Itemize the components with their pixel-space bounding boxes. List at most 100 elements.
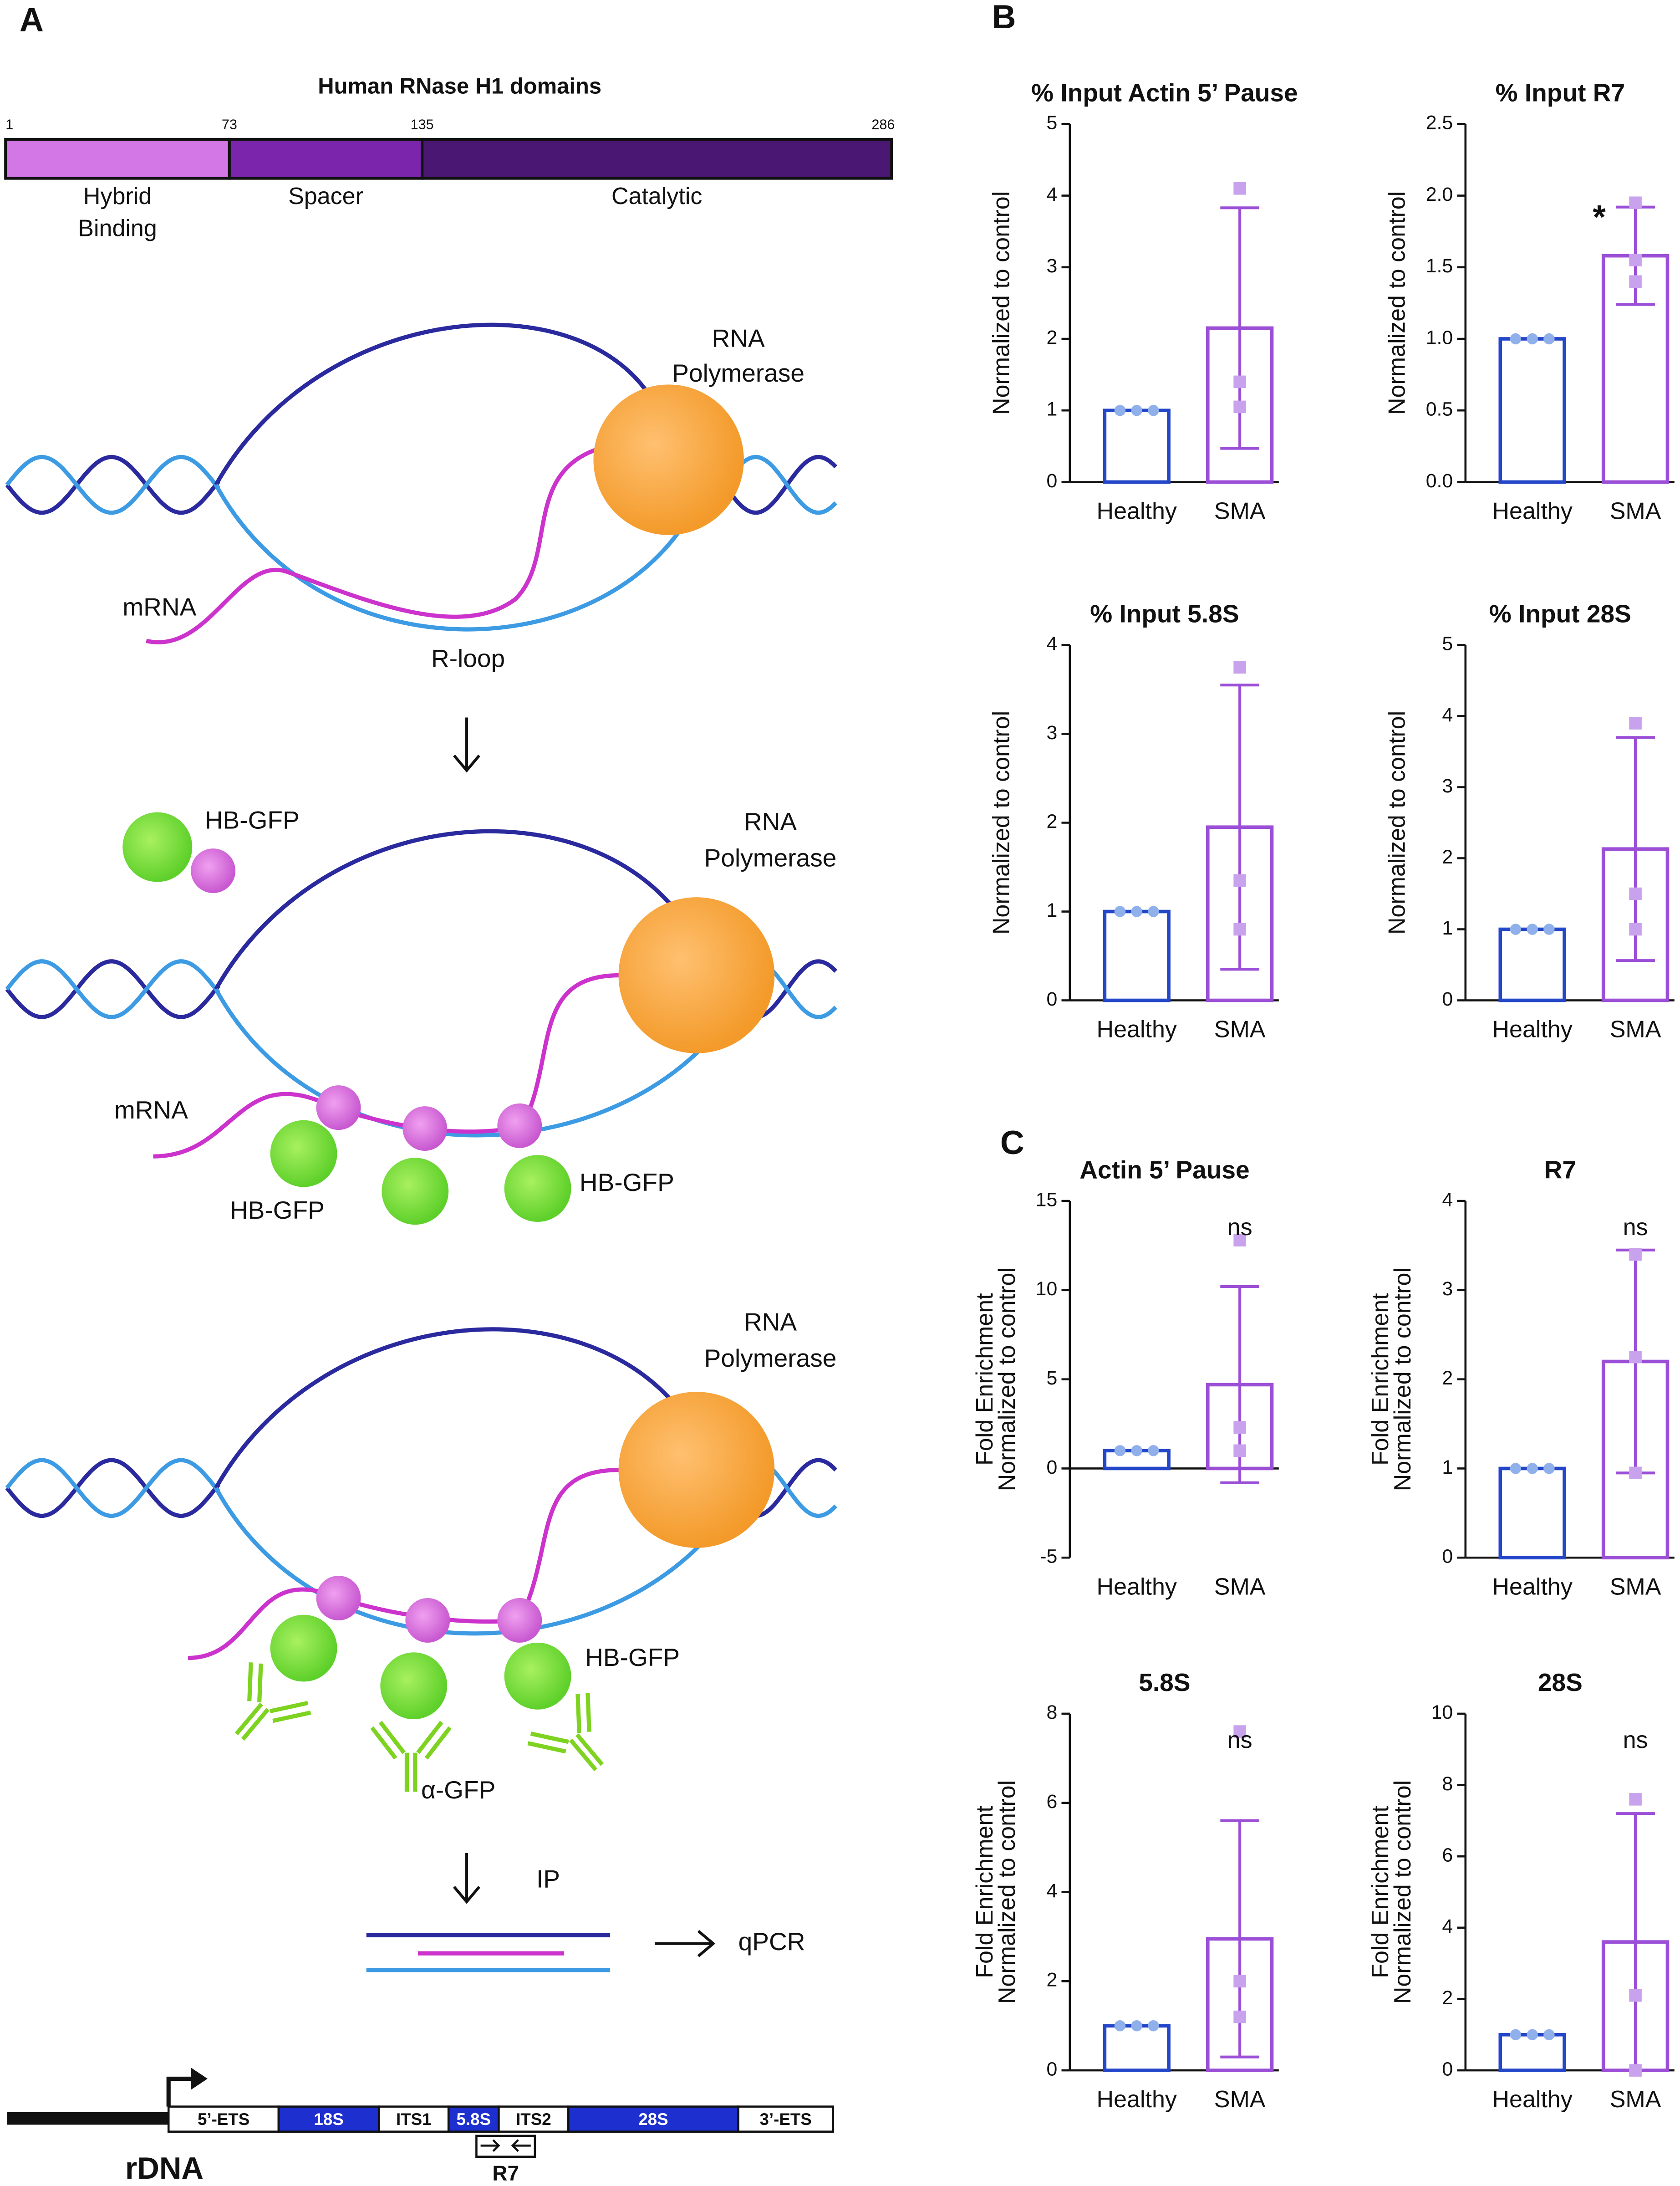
- y-tick-label: 4: [1442, 1189, 1453, 1210]
- error-bar: [1220, 684, 1259, 971]
- significance: ns: [1227, 1727, 1252, 1753]
- primer: [480, 2139, 531, 2152]
- arrow-head: [453, 755, 480, 773]
- y-tick-label: 0.5: [1426, 398, 1453, 420]
- dna-strand: [5, 1458, 220, 1518]
- label-line: RNA: [744, 1308, 797, 1336]
- hb-domain: [405, 1598, 450, 1643]
- rdna-backbone: [7, 2112, 169, 2125]
- probe-label: HB-GFP: [205, 806, 300, 834]
- panel-label: A: [20, 1, 44, 38]
- antibody-chain: [527, 1741, 566, 1754]
- data-point: [1510, 924, 1522, 935]
- y-tick-label: 0: [1046, 988, 1057, 1010]
- antibody-label: α-GFP: [421, 1776, 495, 1804]
- y-axis-label: Normalized to control: [1390, 1780, 1416, 2004]
- x-tick-label: Healthy: [1492, 1573, 1573, 1600]
- data-point: [1233, 923, 1246, 936]
- probe-label: HB-GFP: [585, 1643, 680, 1671]
- dna-strand: [5, 455, 220, 515]
- rdna-region-label: 5’-ETS: [198, 2110, 249, 2129]
- gfp-probe: [122, 812, 193, 882]
- antibody-chain: [234, 1702, 263, 1736]
- data-point: [1233, 2010, 1246, 2023]
- label-line: RNA: [712, 324, 765, 352]
- gfp-probe: [382, 1158, 449, 1225]
- data-point: [1114, 1445, 1126, 1456]
- significance: ns: [1623, 1727, 1648, 1753]
- y-tick-label: 2: [1442, 1987, 1453, 2009]
- y-tick-label: 0.0: [1426, 470, 1453, 492]
- significance: *: [1593, 198, 1606, 235]
- y-tick-label: 15: [1036, 1189, 1058, 1210]
- y-tick-label: 0: [1046, 1456, 1057, 1478]
- data-point: [1131, 906, 1142, 917]
- y-tick-label: 1.0: [1426, 327, 1453, 348]
- hb-domain: [316, 1085, 361, 1130]
- y-tick-label: -5: [1040, 1546, 1057, 1568]
- data-point: [1131, 2020, 1142, 2032]
- rdna-region-label: 3’-ETS: [760, 2110, 812, 2129]
- dna-strand: [214, 484, 692, 632]
- y-tick-label: 5: [1046, 112, 1057, 134]
- antibody-chain: [272, 1711, 311, 1723]
- antibody: [527, 1693, 604, 1772]
- ip-label: IP: [536, 1865, 560, 1893]
- probe-label: HB-GFP: [230, 1196, 325, 1224]
- mrna: [146, 446, 600, 644]
- hb-domain: [191, 848, 236, 893]
- polymerase-label: RNA Polymerase: [704, 1308, 837, 1372]
- x-tick-label: SMA: [1610, 2086, 1661, 2113]
- y-tick-label: 4: [1046, 1880, 1057, 1902]
- label-line: Polymerase: [704, 1343, 837, 1372]
- y-axis-label: Fold Enrichment: [972, 1806, 998, 1978]
- bar: [1103, 409, 1171, 484]
- promoter-arrow: [166, 2076, 195, 2107]
- y-tick-label: 4: [1442, 704, 1453, 726]
- data-point: [1131, 1445, 1142, 1456]
- data-point: [1233, 182, 1246, 195]
- dna-strand: [214, 1327, 684, 1489]
- data-point: [1629, 1466, 1642, 1480]
- data-point: [1527, 1463, 1538, 1474]
- chart-title: % Input 28S: [1489, 600, 1631, 628]
- data-point: [1114, 2020, 1126, 2032]
- y-tick-label: 0: [1442, 1546, 1453, 1568]
- dna-strand: [214, 322, 657, 486]
- antibody-chain: [370, 1726, 397, 1760]
- y-tick-label: 3: [1442, 1278, 1453, 1300]
- y-tick-label: 1: [1046, 899, 1057, 921]
- dna-strand: [214, 988, 719, 1138]
- bar: [1103, 2024, 1171, 2072]
- domain-position: 1: [5, 117, 13, 132]
- rdna-region-label: 18S: [314, 2110, 343, 2129]
- y-tick-label: 1: [1442, 917, 1453, 939]
- data-point: [1131, 405, 1142, 416]
- bar: [1498, 2033, 1566, 2072]
- x-tick-label: Healthy: [1097, 1016, 1177, 1043]
- y-axis-label: Normalized to control: [994, 1267, 1020, 1491]
- polymerase-label: RNA Polymerase: [704, 807, 837, 872]
- y-tick-label: 1: [1046, 398, 1057, 420]
- gfp-probe: [504, 1155, 571, 1222]
- data-point: [1629, 1989, 1642, 2002]
- chart-title: 5.8S: [1139, 1668, 1190, 1696]
- domain-name: Hybrid: [83, 183, 152, 209]
- rdna-region-label: ITS1: [396, 2110, 432, 2129]
- polymerase-label: RNA Polymerase: [672, 324, 804, 387]
- bar: [1498, 1466, 1566, 1560]
- dna-strand: [5, 959, 220, 1019]
- y-tick-label: 0: [1046, 470, 1057, 492]
- hb-domain: [316, 1576, 361, 1620]
- data-point: [1527, 924, 1538, 935]
- data-point: [1629, 1793, 1642, 1806]
- x-tick-label: Healthy: [1492, 498, 1573, 525]
- y-tick-label: 5: [1442, 633, 1453, 655]
- y-axis-label: Normalized to control: [988, 711, 1015, 935]
- mrna-label: mRNA: [114, 1096, 188, 1124]
- dna-strand: [5, 1458, 220, 1518]
- gfp-probe: [270, 1120, 337, 1187]
- rdna-region-label: 28S: [638, 2110, 668, 2129]
- antibody-chain: [270, 1701, 309, 1713]
